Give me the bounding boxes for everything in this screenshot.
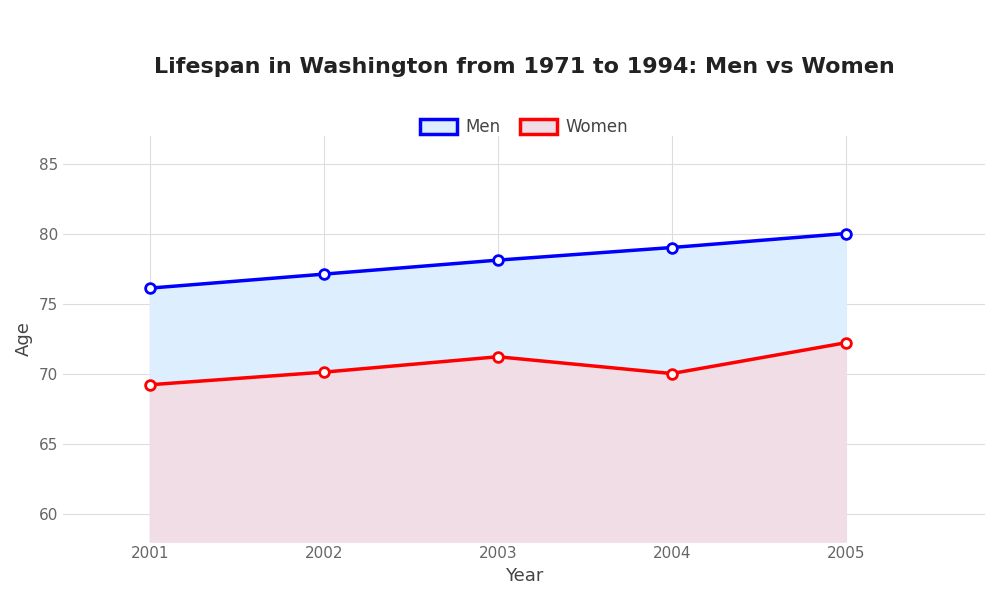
Title: Lifespan in Washington from 1971 to 1994: Men vs Women: Lifespan in Washington from 1971 to 1994… bbox=[154, 57, 894, 77]
Y-axis label: Age: Age bbox=[15, 321, 33, 356]
X-axis label: Year: Year bbox=[505, 567, 543, 585]
Legend: Men, Women: Men, Women bbox=[413, 112, 634, 143]
